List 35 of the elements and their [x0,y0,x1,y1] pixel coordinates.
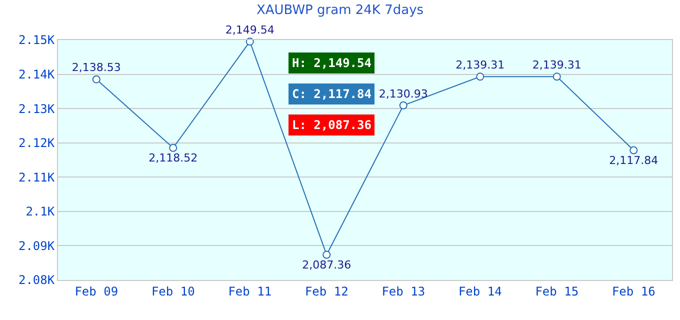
x-tick-label: Feb 09 [74,284,118,298]
y-tick-label: 2.1K [26,204,56,219]
y-tick-label: 2.15K [18,33,56,48]
x-tick-label: Feb 12 [304,284,348,298]
x-tick-label: Feb 13 [382,284,426,298]
point [322,250,331,259]
text: 2,130.93 [378,87,428,100]
text: 2,087.36 [302,258,352,272]
point [630,146,638,154]
point [169,144,178,152]
point [552,72,561,81]
y-tick-label: 2.08K [18,273,56,288]
text: 2,118.52 [148,152,198,165]
annotation: L: 2,087.36 [292,118,372,132]
text: 2,138.53 [72,61,121,74]
y-tick-label: 2.13K [18,102,56,116]
x-tick-label: Feb 11 [228,284,272,298]
x-tick-label: Feb 16 [612,284,656,298]
x-tick-label: Feb 14 [458,284,502,298]
y-tick-label: 2.09K [18,238,56,253]
text: 2,139.31 [532,58,582,72]
point [92,75,100,84]
point [399,101,408,110]
chart-title: XAUBWP gram 24K 7days [256,2,424,18]
text: 2,139.31 [456,58,505,72]
x-tick-label: Feb 15 [535,284,579,298]
x-tick-label: Feb 10 [151,284,195,298]
y-tick-label: 2.12K [18,136,56,150]
text: 2,149.54 [225,23,274,36]
text: 2,117.84 [609,154,658,167]
annotation: H: 2,149.54 [292,56,372,70]
y-tick-label: 2.14K [18,67,56,82]
annotation: C: 2,117.84 [292,87,372,101]
point [476,72,484,81]
y-tick-label: 2.11K [18,170,56,184]
